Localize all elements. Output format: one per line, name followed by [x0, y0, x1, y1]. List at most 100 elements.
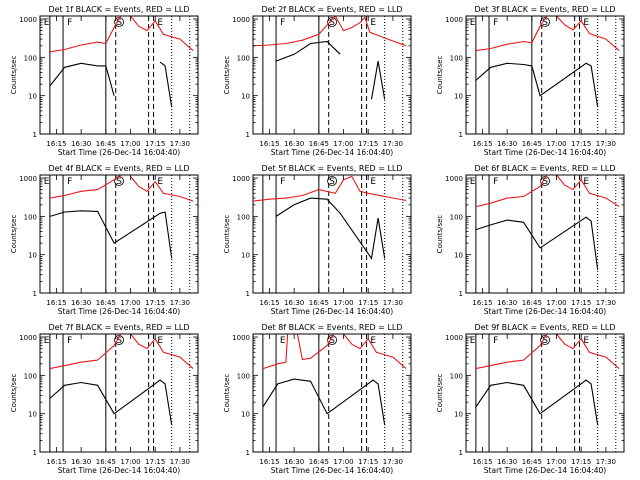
- axis-frame: [252, 174, 412, 294]
- x-tick-label: 17:30: [596, 299, 616, 307]
- marker-letter: S: [116, 336, 122, 346]
- x-tick-label: 16:15: [46, 458, 66, 466]
- y-tick-label: 1000: [19, 175, 37, 183]
- marker-letter: F: [493, 18, 498, 28]
- x-tick-label: 17:30: [596, 458, 616, 466]
- series-line-lld: [49, 175, 121, 199]
- x-tick-label: 16:30: [497, 140, 517, 148]
- x-tick-label: 17:00: [546, 299, 566, 307]
- y-tick-label: 1000: [19, 16, 37, 24]
- marker-letter: F: [280, 18, 285, 28]
- marker-letter: F: [67, 18, 72, 28]
- panel-title: Det 7f BLACK = Events, RED = LLD: [48, 323, 189, 332]
- x-tick-label: 16:15: [472, 299, 492, 307]
- y-tick-label: 100: [237, 54, 250, 62]
- marker-letter: E: [44, 177, 50, 187]
- marker-letter: E: [370, 18, 376, 28]
- panel-title: Det 9f BLACK = Events, RED = LLD: [474, 323, 615, 332]
- marker-letter: S: [542, 18, 548, 28]
- y-tick-label: 10: [241, 252, 250, 260]
- axis-frame: [465, 333, 625, 453]
- x-tick-label: 16:45: [309, 458, 329, 466]
- panel-det-3f: Det 3f BLACK = Events, RED = LLD E F S E 1 10 1…: [436, 5, 625, 157]
- y-tick-label: 100: [450, 54, 463, 62]
- x-tick-label: 16:15: [472, 458, 492, 466]
- x-tick-label: 17:30: [170, 458, 190, 466]
- y-axis-label: Counts/sec: [223, 374, 231, 413]
- marker-letter: E: [583, 177, 589, 187]
- panel-det-2f: Det 2f BLACK = Events, RED = LLD F S E 1 10 10…: [223, 5, 412, 157]
- y-axis-label: Counts/sec: [436, 215, 444, 254]
- y-tick-label: 1: [459, 290, 463, 298]
- marker-letter: E: [470, 177, 476, 187]
- x-tick-label: 16:15: [259, 140, 279, 148]
- x-tick-label: 17:15: [571, 140, 591, 148]
- y-axis-label: Counts/sec: [223, 56, 231, 95]
- marker-letter: F: [67, 177, 72, 187]
- series-line-events: [475, 379, 599, 426]
- x-tick-label: 16:45: [96, 458, 116, 466]
- panel-title: Det 4f BLACK = Events, RED = LLD: [48, 164, 189, 173]
- marker-letter: E: [583, 18, 589, 28]
- marker-circle: [540, 335, 550, 345]
- x-axis-label: Start Time (26-Dec-14 16:04:40): [58, 466, 180, 475]
- axis-frame: [252, 333, 412, 453]
- panel-title: Det 6f BLACK = Events, RED = LLD: [474, 164, 615, 173]
- y-tick-label: 1000: [232, 334, 250, 342]
- y-tick-label: 1: [246, 290, 250, 298]
- panel-det-5f: Det 5f BLACK = Events, RED = LLD F S E 1 10 10…: [223, 164, 412, 316]
- x-axis-label: Start Time (26-Dec-14 16:04:40): [484, 466, 606, 475]
- y-tick-label: 10: [454, 411, 463, 419]
- series-line-events: [49, 379, 173, 426]
- y-tick-label: 1: [33, 449, 37, 457]
- panel-det-4f: Det 4f BLACK = Events, RED = LLD E F S E 1 10 1…: [10, 164, 199, 316]
- series-line-events: [370, 61, 386, 100]
- x-tick-label: 17:30: [383, 140, 403, 148]
- marker-letter: S: [542, 177, 548, 187]
- x-tick-label: 17:00: [546, 458, 566, 466]
- x-tick-label: 16:30: [71, 299, 91, 307]
- axis-frame: [39, 174, 199, 294]
- x-tick-label: 16:15: [46, 299, 66, 307]
- axis-frame: [39, 333, 199, 453]
- marker-letter: F: [493, 177, 498, 187]
- y-tick-label: 1000: [232, 16, 250, 24]
- x-tick-label: 17:15: [145, 299, 165, 307]
- series-line-lld: [475, 334, 548, 370]
- series-line-lld: [49, 334, 122, 370]
- marker-letter: E: [157, 336, 163, 346]
- series-line-lld: [262, 334, 335, 370]
- series-line-events: [475, 62, 599, 108]
- x-axis-label: Start Time (26-Dec-14 16:04:40): [484, 307, 606, 316]
- x-axis-label: Start Time (26-Dec-14 16:04:40): [271, 307, 393, 316]
- axis-frame: [39, 15, 199, 135]
- x-tick-label: 16:30: [284, 458, 304, 466]
- axis-frame: [465, 15, 625, 135]
- y-tick-label: 1: [459, 449, 463, 457]
- x-tick-label: 16:45: [96, 140, 116, 148]
- series-line-events: [49, 62, 115, 96]
- marker-letter: E: [470, 18, 476, 28]
- panel-title: Det 5f BLACK = Events, RED = LLD: [261, 164, 402, 173]
- x-tick-label: 17:00: [120, 140, 140, 148]
- panel-det-7f: Det 7f BLACK = Events, RED = LLD E F S E 1 10 1…: [10, 323, 199, 475]
- series-line-lld: [49, 16, 122, 53]
- marker-letter: S: [542, 336, 548, 346]
- panel-det-6f: Det 6f BLACK = Events, RED = LLD E F S E 1 10 1…: [436, 164, 625, 316]
- x-tick-label: 16:15: [472, 140, 492, 148]
- marker-letter: S: [329, 336, 335, 346]
- y-tick-label: 100: [24, 372, 37, 380]
- x-tick-label: 16:30: [497, 299, 517, 307]
- panel-title: Det 1f BLACK = Events, RED = LLD: [48, 5, 189, 14]
- x-tick-label: 17:15: [571, 299, 591, 307]
- series-line-lld: [253, 175, 407, 202]
- series-line-lld: [475, 16, 548, 52]
- x-axis-label: Start Time (26-Dec-14 16:04:40): [58, 148, 180, 157]
- x-tick-label: 17:00: [333, 140, 353, 148]
- y-tick-label: 100: [237, 372, 250, 380]
